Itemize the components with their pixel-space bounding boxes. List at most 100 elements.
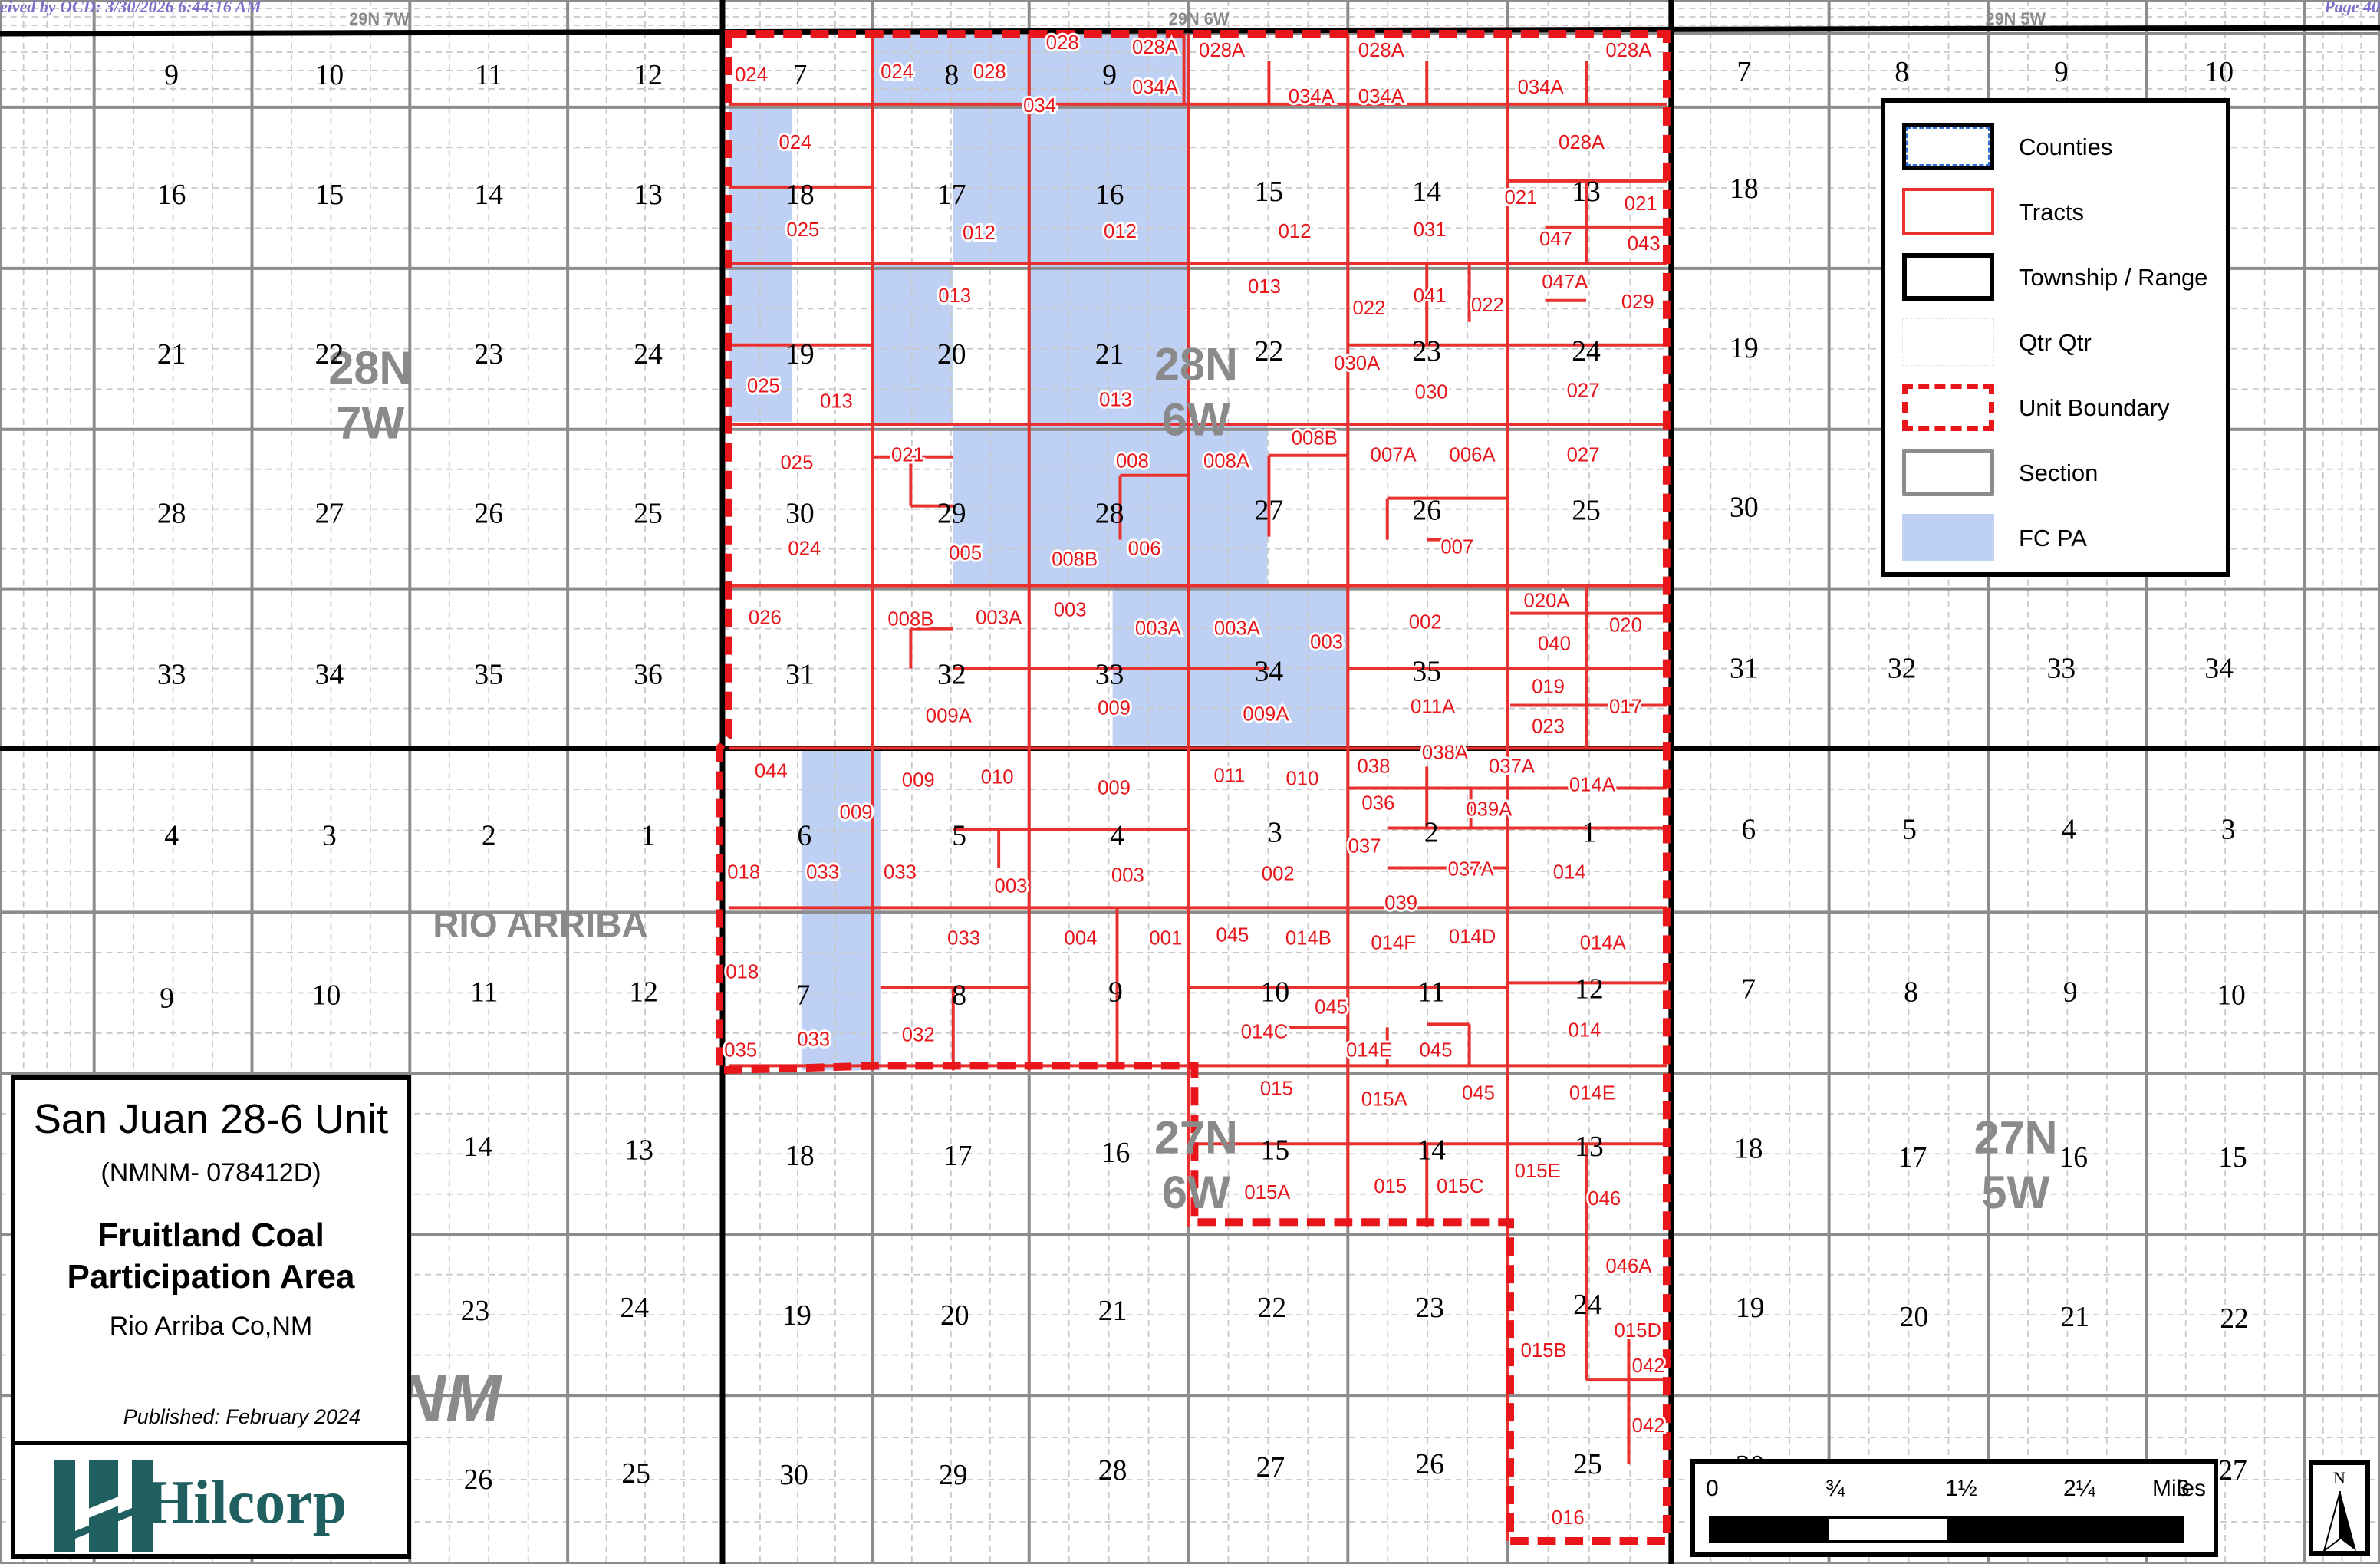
tract-label: 014 <box>1553 861 1586 883</box>
tract-label: 018 <box>726 961 759 983</box>
tract-label: 003A <box>1135 617 1182 639</box>
section-number: 15 <box>1261 1134 1290 1166</box>
tract-label: 024 <box>735 64 768 86</box>
unit-boundary <box>716 29 1671 1546</box>
qtrqtr-swatch <box>1902 318 1994 366</box>
tract-label: 019 <box>1532 676 1565 697</box>
legend-label: Counties <box>2019 133 2113 160</box>
tract-label: 004 <box>1065 927 1098 949</box>
north-label: N <box>2333 1468 2345 1487</box>
section-number: 17 <box>1898 1141 1927 1174</box>
tract-label: 003 <box>1310 631 1343 653</box>
section-number: 23 <box>474 338 503 370</box>
scale-units-text: Miles <box>2152 1476 2207 1501</box>
legend-label: Section <box>2019 459 2099 486</box>
tract-label: 045 <box>1420 1039 1453 1061</box>
section-number: 26 <box>1415 1448 1444 1480</box>
tract-label: 035 <box>724 1039 757 1061</box>
township-label: 28N <box>1154 338 1238 390</box>
fcpa-swatch <box>1902 514 1994 561</box>
scale-tick-1: ¾ <box>1825 1476 1845 1501</box>
scale-tick-2: 1½ <box>1945 1476 1977 1501</box>
tract-label: 036 <box>1361 792 1394 814</box>
tract-label: 025 <box>786 219 819 241</box>
section-number: 21 <box>1095 338 1124 370</box>
section-number: 13 <box>624 1134 653 1166</box>
tract-label: 015A <box>1244 1182 1291 1203</box>
section-number: 20 <box>1900 1301 1929 1333</box>
tract-label: 034A <box>1132 77 1179 98</box>
section-number: 12 <box>634 59 663 91</box>
tract-label: 039 <box>1384 892 1417 914</box>
tract-label: 034A <box>1518 77 1565 98</box>
tract-label: 014D <box>1449 926 1496 947</box>
section-number: 4 <box>1110 819 1124 851</box>
section-number: 30 <box>785 497 815 529</box>
tract-label: 047A <box>1542 272 1588 293</box>
tract-label: 010 <box>981 766 1014 788</box>
section-number: 22 <box>1255 335 1284 367</box>
tract-label: 022 <box>1353 298 1386 319</box>
tract-label: 025 <box>780 453 813 474</box>
section-number: 5 <box>1902 813 1917 845</box>
tract-label: 018 <box>727 861 760 883</box>
section-number: 30 <box>1730 492 1759 524</box>
tract-label: 014A <box>1580 932 1627 953</box>
section-number: 7 <box>795 979 810 1011</box>
section-number: 27 <box>315 497 344 529</box>
tract-label: 037 <box>1348 835 1381 857</box>
tract-label: 007A <box>1371 445 1417 466</box>
section-number: 18 <box>785 1140 815 1172</box>
tract-label: 024 <box>779 132 812 153</box>
tract-lines <box>728 33 1667 1542</box>
section-number: 17 <box>937 179 966 211</box>
tract-label: 014A <box>1569 774 1616 795</box>
section-number: 15 <box>2218 1141 2247 1174</box>
tract-label: 015 <box>1260 1078 1293 1099</box>
range-label: 29N 5W <box>1985 9 2046 28</box>
tract-label: 044 <box>755 760 788 782</box>
section-number: 9 <box>1102 59 1117 91</box>
section-number: 25 <box>1573 1448 1602 1480</box>
range-label: 29N 7W <box>349 9 410 28</box>
township-label: 6W <box>1162 393 1231 445</box>
tract-label: 042 <box>1632 1415 1665 1437</box>
section-number: 27 <box>2218 1454 2247 1487</box>
tract-label: 028A <box>1559 132 1605 153</box>
section-number: 18 <box>1734 1132 1763 1164</box>
tract-label: 024 <box>881 61 913 83</box>
tract-label: 002 <box>1262 863 1295 884</box>
section-number: 21 <box>1098 1295 1127 1327</box>
section-number: 25 <box>621 1457 650 1490</box>
tract-label: 042 <box>1632 1355 1665 1377</box>
company-name: Hilcorp <box>146 1469 347 1536</box>
section-number: 24 <box>1572 335 1601 367</box>
tract-label: 006 <box>1128 538 1161 560</box>
section-number: 16 <box>1095 179 1124 211</box>
section-number: 27 <box>1255 495 1284 527</box>
tract-label: 045 <box>1462 1082 1495 1104</box>
tract-label: 045 <box>1216 924 1249 946</box>
tract-label: 014C <box>1241 1021 1288 1042</box>
township-label: 27N <box>1154 1111 1238 1163</box>
tract-label: 015E <box>1515 1161 1561 1182</box>
tract-label: 034 <box>1023 95 1056 117</box>
section-number: 26 <box>474 497 503 529</box>
tract-label: 037A <box>1448 858 1495 880</box>
tract-label: 024 <box>788 538 821 560</box>
county-text: Rio Arriba Co,NM <box>109 1312 313 1341</box>
tract-label: 011A <box>1411 696 1456 717</box>
tract-label: 034A <box>1358 86 1405 107</box>
north-arrow: N <box>2309 1460 2370 1556</box>
section-number: 19 <box>785 338 815 370</box>
section-number: 11 <box>1417 976 1445 1008</box>
tract-label: 025 <box>747 376 780 397</box>
tracts-swatch <box>1902 188 1994 235</box>
section-number: 21 <box>157 338 186 370</box>
section-number: 9 <box>1108 976 1123 1008</box>
section-number: 34 <box>2204 652 2234 684</box>
tract-label: 003 <box>1054 599 1087 621</box>
